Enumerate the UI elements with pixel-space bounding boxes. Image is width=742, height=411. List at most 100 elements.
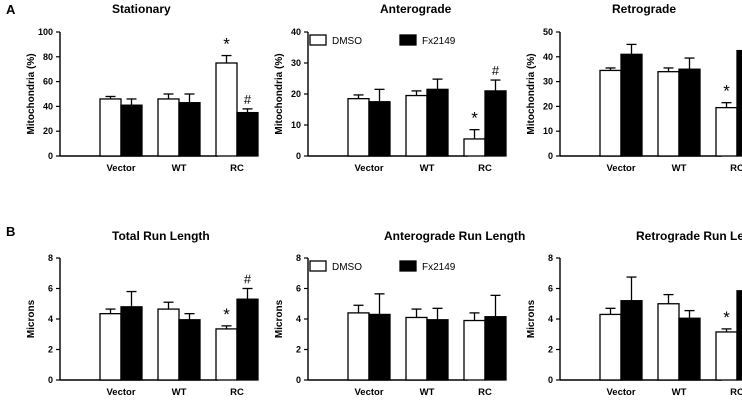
panel-label-a: A [6, 2, 16, 17]
chart-4: Total Run Length 0 2 4 6 8 Microns Vector WT RC * # [26, 229, 259, 398]
bar-vector-dmso [599, 313, 622, 381]
bar-wt-dmso [405, 316, 428, 381]
bar-wt-fx2149 [178, 319, 201, 381]
bar-vector-dmso [347, 98, 370, 157]
bar-rc-fx2149 [236, 111, 259, 157]
bar-wt-fx2149 [426, 88, 449, 157]
legend-label-dmso: DMSO [332, 36, 362, 47]
bar-rc-dmso [715, 331, 738, 381]
x-tick-label: WT [172, 163, 187, 174]
y-tick-label: 50 [543, 27, 553, 37]
legend: DMSO Fx2149 [309, 34, 456, 47]
y-tick-label: 20 [291, 89, 301, 99]
y-tick-label: 0 [296, 375, 301, 385]
legend-swatch-fx2149 [399, 34, 417, 46]
y-tick-label: 0 [548, 375, 553, 385]
y-tick-label: 4 [296, 314, 301, 324]
bar-vector-fx2149 [620, 300, 643, 381]
legend: DMSO Fx2149 [309, 260, 456, 273]
significance-star: * [723, 82, 730, 101]
legend-label-fx2149: Fx2149 [422, 36, 456, 47]
y-tick-label: 0 [48, 151, 53, 161]
x-tick-label: RC [478, 163, 492, 174]
y-tick-label: 2 [48, 345, 53, 355]
y-tick-label: 6 [48, 284, 53, 294]
x-tick-label: WT [672, 387, 687, 398]
bar-vector-dmso [99, 98, 122, 157]
legend-label-dmso: DMSO [332, 262, 362, 273]
significance-star: * [723, 308, 730, 327]
chart-title: Retrograde [612, 2, 676, 16]
x-tick-label: Vector [606, 387, 635, 398]
y-tick-label: 20 [543, 101, 553, 111]
chart-title: Stationary [112, 2, 171, 16]
y-tick-label: 2 [296, 345, 301, 355]
bar-wt-fx2149 [678, 68, 701, 157]
y-tick-label: 8 [296, 253, 301, 263]
bar-rc-fx2149 [484, 90, 507, 157]
y-tick-label: 2 [548, 345, 553, 355]
x-tick-label: WT [172, 387, 187, 398]
x-tick-label: Vector [106, 387, 135, 398]
bar-rc-dmso [215, 328, 238, 381]
significance-hash: # [244, 272, 252, 287]
bar-wt-dmso [405, 94, 428, 157]
y-tick-label: 6 [548, 284, 553, 294]
y-tick-label: 30 [291, 58, 301, 68]
bar-wt-dmso [157, 308, 180, 381]
bar-wt-dmso [657, 71, 680, 157]
bar-vector-dmso [99, 313, 122, 381]
y-axis-label: Mitochondria (%) [274, 53, 285, 134]
bar-wt-fx2149 [178, 102, 201, 157]
x-tick-label: Vector [354, 163, 383, 174]
legend-swatch-dmso [309, 34, 327, 46]
bar-wt-dmso [657, 303, 680, 381]
bar-vector-dmso [599, 69, 622, 157]
x-tick-label: WT [420, 163, 435, 174]
bar-rc-dmso [463, 319, 486, 381]
chart-6: Retrograde Run Length 0 2 4 6 8 Microns Vector W… [526, 229, 742, 398]
chart-title: Total Run Length [112, 229, 210, 243]
y-tick-label: 60 [43, 77, 53, 87]
bar-rc-dmso [715, 106, 738, 157]
x-tick-label: RC [730, 163, 742, 174]
y-tick-label: 20 [43, 126, 53, 136]
bar-wt-dmso [157, 98, 180, 157]
y-tick-label: 6 [296, 284, 301, 294]
y-tick-label: 40 [543, 52, 553, 62]
significance-star: * [471, 109, 478, 128]
significance-star: * [223, 35, 230, 54]
bar-vector-fx2149 [368, 101, 391, 157]
chart-2: Anterograde 0 10 20 30 40 Mitochondria (%) Vect… [274, 2, 507, 174]
bar-vector-fx2149 [120, 306, 143, 381]
significance-hash: # [244, 92, 252, 107]
significance-star: * [223, 305, 230, 324]
legend-swatch-fx2149 [399, 260, 417, 272]
x-tick-label: RC [478, 387, 492, 398]
y-tick-label: 30 [543, 77, 553, 87]
x-tick-label: Vector [354, 387, 383, 398]
chart-1: Stationary 0 20 40 60 80 100 Mitochondria (%) Ve… [26, 2, 259, 174]
bar-rc-fx2149 [484, 316, 507, 381]
bar-vector-fx2149 [120, 104, 143, 157]
panel-label-b: B [6, 224, 15, 239]
y-axis-label: Mitochondria (%) [26, 53, 37, 134]
bar-rc-fx2149 [736, 290, 742, 381]
legend-swatch-dmso [309, 260, 327, 272]
x-tick-label: Vector [106, 163, 135, 174]
bar-vector-fx2149 [620, 53, 643, 157]
bar-rc-dmso [215, 62, 238, 157]
y-axis-label: Microns [274, 299, 285, 338]
x-tick-label: Vector [606, 163, 635, 174]
bar-vector-fx2149 [368, 313, 391, 381]
chart-3: Retrograde 0 10 20 30 40 50 Mitochondria (%) Vec… [526, 2, 742, 174]
y-tick-label: 40 [43, 101, 53, 111]
y-tick-label: 40 [291, 27, 301, 37]
y-tick-label: 8 [548, 253, 553, 263]
bar-wt-fx2149 [426, 319, 449, 381]
x-tick-label: RC [230, 163, 244, 174]
bar-wt-fx2149 [678, 317, 701, 381]
y-tick-label: 4 [48, 314, 53, 324]
